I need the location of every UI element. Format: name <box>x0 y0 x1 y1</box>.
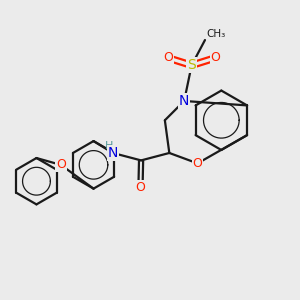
Text: H: H <box>105 140 113 151</box>
Text: N: N <box>179 94 189 108</box>
Text: CH₃: CH₃ <box>206 28 226 38</box>
Text: O: O <box>211 51 220 64</box>
Text: O: O <box>163 51 173 64</box>
Text: N: N <box>108 146 118 160</box>
Text: O: O <box>56 158 66 171</box>
Text: O: O <box>193 157 202 170</box>
Text: O: O <box>136 181 146 194</box>
Text: S: S <box>187 58 196 72</box>
